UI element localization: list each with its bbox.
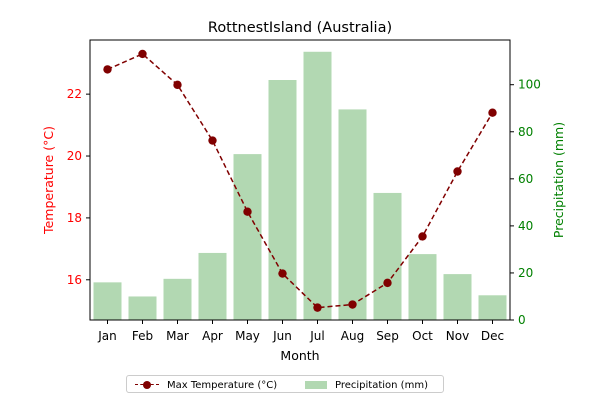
precip-bar-nov	[443, 274, 472, 320]
precip-bar-oct	[408, 254, 437, 320]
y-left-tick-label: 20	[67, 149, 82, 163]
y-left-axis-ticks: 16 18 20 22	[67, 87, 90, 287]
precip-bar-mar	[163, 278, 192, 320]
temperature-point-oct	[418, 232, 427, 241]
precip-bar-jul	[303, 51, 332, 320]
legend-item-temperature: Max Temperature (°C)	[135, 378, 277, 392]
legend-bar-swatch	[305, 381, 327, 389]
temperature-point-apr	[208, 136, 217, 145]
y-right-tick-label: 0	[518, 313, 526, 327]
precip-bar-sep	[373, 192, 402, 320]
chart-title: RottnestIsland (Australia)	[208, 20, 392, 36]
temperature-point-dec	[488, 108, 497, 117]
y-right-axis-label: Precipitation (mm)	[551, 122, 566, 238]
y-left-tick-label: 22	[67, 87, 82, 101]
temperature-point-mar	[173, 80, 182, 90]
x-tick-label: Aug	[341, 329, 364, 343]
x-tick-label: Sep	[376, 329, 399, 343]
precip-bar-apr	[198, 252, 227, 320]
legend: Max Temperature (°C) Precipitation (mm)	[126, 375, 444, 393]
y-left-axis-label: Temperature (°C)	[41, 126, 56, 235]
bars-layer	[93, 51, 507, 320]
x-tick-label: Mar	[166, 329, 189, 343]
legend-label-temperature: Max Temperature (°C)	[167, 379, 278, 391]
y-right-tick-label: 60	[518, 172, 533, 186]
temperature-line	[107, 53, 494, 309]
temperature-point-aug	[348, 300, 357, 309]
legend-line-swatch	[135, 379, 159, 391]
y-right-tick-label: 20	[518, 266, 533, 280]
temperature-point-jun	[278, 269, 287, 278]
x-axis-label: Month	[280, 348, 319, 363]
y-right-tick-label: 80	[518, 125, 533, 139]
x-tick-label: Jan	[97, 329, 117, 343]
x-tick-label: Jul	[309, 329, 324, 343]
precip-bar-jun	[268, 80, 297, 320]
temperature-point-sep	[383, 278, 392, 288]
temperature-point-may	[243, 207, 252, 216]
plot-frame	[89, 39, 511, 321]
y-left-tick-label: 18	[67, 211, 82, 225]
x-tick-label: Apr	[202, 329, 223, 343]
precip-bar-may	[233, 154, 262, 320]
x-tick-label: Jun	[272, 329, 292, 343]
x-tick-label: Oct	[412, 329, 433, 343]
temperature-point-feb	[138, 49, 147, 59]
y-left-tick-label: 16	[67, 273, 82, 287]
precip-bar-feb	[128, 296, 157, 320]
y-right-tick-label: 100	[518, 78, 541, 92]
precip-bar-dec	[478, 295, 507, 320]
x-axis-ticks: Jan Feb Mar Apr May Jun Jul Aug Sep Oct Nov Dec	[97, 320, 504, 343]
line-layer	[103, 49, 497, 312]
legend-label-precipitation: Precipitation (mm)	[335, 379, 428, 391]
legend-item-precipitation: Precipitation (mm)	[305, 378, 428, 392]
precip-bar-jan	[93, 282, 122, 320]
temperature-point-jan	[103, 65, 112, 74]
x-tick-label: May	[235, 329, 260, 343]
y-right-tick-label: 40	[518, 219, 533, 233]
x-tick-label: Feb	[132, 329, 153, 343]
y-right-axis-ticks: 0 20 40 60 80 100	[510, 78, 541, 327]
temperature-point-jul	[313, 303, 322, 312]
temperature-point-nov	[453, 167, 462, 176]
precip-bar-aug	[338, 109, 367, 320]
x-tick-label: Dec	[481, 329, 504, 343]
x-tick-label: Nov	[446, 329, 469, 343]
